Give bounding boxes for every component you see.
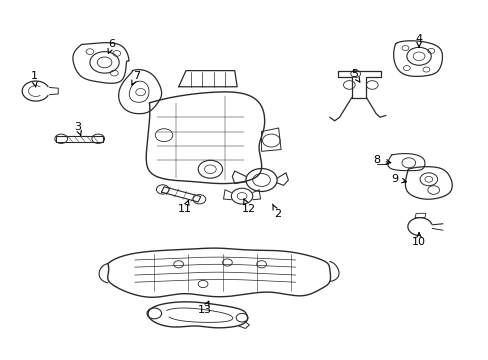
Text: 11: 11: [178, 201, 192, 215]
Text: 13: 13: [197, 301, 211, 315]
Text: 5: 5: [350, 69, 359, 82]
Text: 1: 1: [30, 71, 37, 87]
Text: 3: 3: [74, 122, 81, 135]
Text: 7: 7: [132, 71, 140, 85]
Text: 4: 4: [415, 35, 422, 48]
Text: 8: 8: [373, 155, 390, 165]
Text: 2: 2: [272, 204, 281, 220]
Text: 10: 10: [411, 233, 425, 247]
Text: 12: 12: [241, 199, 255, 215]
Text: 6: 6: [108, 40, 115, 53]
Text: 9: 9: [390, 174, 406, 184]
